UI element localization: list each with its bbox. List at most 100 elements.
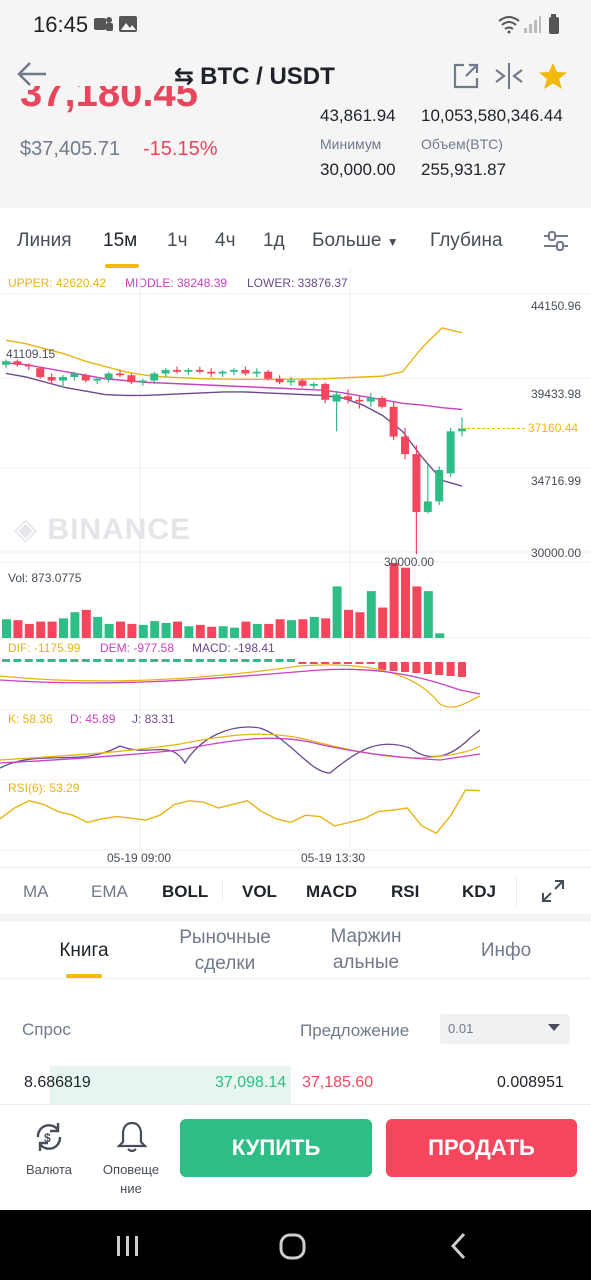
macd-bar — [241, 659, 250, 662]
ticker-header — [0, 48, 591, 208]
candle-body — [423, 501, 432, 512]
macd-bar — [13, 659, 22, 662]
macd-bar — [264, 659, 273, 662]
bell-icon[interactable] — [116, 1120, 148, 1159]
tf-more[interactable]: Больше ▼ — [312, 230, 399, 252]
kdj-k-line — [0, 733, 481, 761]
volume-bar — [24, 623, 34, 638]
candle-body — [264, 371, 273, 379]
favorite-star-icon[interactable] — [538, 62, 568, 95]
back-arrow-icon[interactable] — [16, 60, 48, 93]
pair-selector[interactable]: ⇆ BTC / USDT — [174, 62, 335, 91]
chart-settings-icon[interactable] — [543, 230, 569, 257]
precision-select[interactable]: 0.01 — [440, 1014, 570, 1044]
volume-bar — [127, 623, 137, 638]
candle-body — [127, 375, 136, 383]
sell-button[interactable]: ПРОДАТЬ — [386, 1119, 577, 1177]
ind-tab-ma[interactable]: MA — [23, 882, 49, 901]
ind-tab-rsi[interactable]: RSI — [391, 882, 420, 901]
tab-info[interactable]: Инфо — [480, 940, 532, 961]
macd-bar — [252, 659, 261, 662]
boll-upper-label: UPPER: 42620.42 — [8, 276, 107, 290]
candle-body — [13, 361, 22, 365]
ind-tab-kdj[interactable]: KDJ — [462, 882, 497, 901]
macd-bar — [195, 659, 204, 662]
last-price: 37,180.45 — [20, 86, 198, 115]
candle-body — [195, 369, 204, 372]
candle-body — [2, 361, 10, 365]
macd-bar — [458, 662, 466, 677]
divider — [222, 880, 223, 902]
macd-bar — [423, 662, 432, 674]
bid-price[interactable]: 37,098.14 — [215, 1074, 287, 1091]
candle-body — [458, 428, 466, 432]
volume-bar — [13, 620, 23, 638]
tf-1d[interactable]: 1д — [263, 230, 285, 251]
currency-label[interactable]: Валюта — [26, 1162, 72, 1177]
tf-depth[interactable]: Глубина — [430, 230, 503, 251]
currency-convert-icon[interactable]: $ — [32, 1120, 66, 1159]
macd-dif-line — [0, 664, 481, 708]
volume-bar — [287, 620, 296, 638]
volume-bar — [389, 563, 399, 638]
axis-label: 44150.96 — [530, 299, 581, 313]
buy-button[interactable]: КУПИТЬ — [180, 1119, 372, 1177]
kdj-d-label: D: 45.89 — [70, 712, 116, 726]
tab-orderbook[interactable]: Книга — [59, 940, 109, 961]
tf-1h[interactable]: 1ч — [167, 230, 188, 251]
tf-line[interactable]: Линия — [17, 230, 72, 251]
signal-icon — [523, 14, 541, 39]
macd-bar — [218, 659, 227, 662]
divider — [0, 978, 591, 979]
ind-tab-macd[interactable]: MACD — [306, 882, 357, 901]
macd-bar — [2, 659, 10, 662]
bid-label: Спрос — [22, 1020, 71, 1039]
macd-dif-label: DIF: -1175.99 — [8, 641, 81, 655]
system-nav-bar — [0, 1210, 591, 1280]
tab-margin[interactable]: Маржин альные — [330, 926, 402, 973]
macd-bar — [116, 659, 124, 662]
tf-4h[interactable]: 4ч — [215, 230, 236, 251]
recent-apps-icon[interactable] — [115, 1234, 141, 1263]
time-axis-label: 05-19 09:00 — [107, 851, 172, 865]
candle-body — [389, 406, 398, 437]
home-icon[interactable] — [279, 1232, 307, 1265]
volume-btc-label: Объем(BTC) — [421, 136, 503, 152]
ask-price[interactable]: 37,185.60 — [302, 1074, 374, 1091]
volume-bar — [321, 618, 331, 638]
volume-bar — [230, 627, 239, 638]
pair-title: BTC / USDT — [200, 63, 335, 90]
ind-tab-ema[interactable]: EMA — [91, 882, 128, 901]
candle-body — [378, 398, 387, 407]
compare-icon[interactable] — [494, 62, 524, 95]
tab-active-underline — [66, 974, 102, 978]
alerts-label[interactable]: Оповеще ние — [102, 1162, 160, 1196]
ind-tab-vol[interactable]: VOL — [242, 882, 277, 901]
boll-lower-label: LOWER: 33876.37 — [247, 276, 348, 290]
candle-body — [218, 371, 227, 374]
volume-bar — [435, 633, 445, 638]
macd-bar — [47, 659, 56, 662]
volume-bar — [173, 621, 182, 638]
volume-bar — [2, 619, 11, 638]
macd-bar — [389, 662, 398, 671]
teams-icon — [92, 14, 114, 39]
axis-label: 34716.99 — [530, 474, 581, 488]
tf-15m[interactable]: 15м — [103, 230, 138, 251]
tab-market-trades[interactable]: Рыночные сделки — [179, 927, 271, 974]
battery-icon — [548, 14, 560, 39]
volume-usdt-value: 10,053,580,346.44 — [421, 106, 563, 125]
bid-qty: 8.686819 — [24, 1074, 91, 1091]
candle-body — [298, 380, 307, 386]
ind-tab-boll[interactable]: BOLL — [162, 882, 209, 901]
fullscreen-icon[interactable] — [541, 879, 565, 908]
nav-back-icon[interactable] — [450, 1232, 468, 1265]
volume-bar — [298, 619, 308, 638]
section-gap — [0, 914, 591, 922]
share-icon[interactable] — [452, 62, 480, 95]
candle-body — [321, 384, 330, 400]
candle-body — [435, 469, 444, 502]
gallery-icon — [118, 14, 138, 39]
volume-bar — [47, 621, 57, 638]
candlestick-chart[interactable] — [0, 268, 591, 858]
